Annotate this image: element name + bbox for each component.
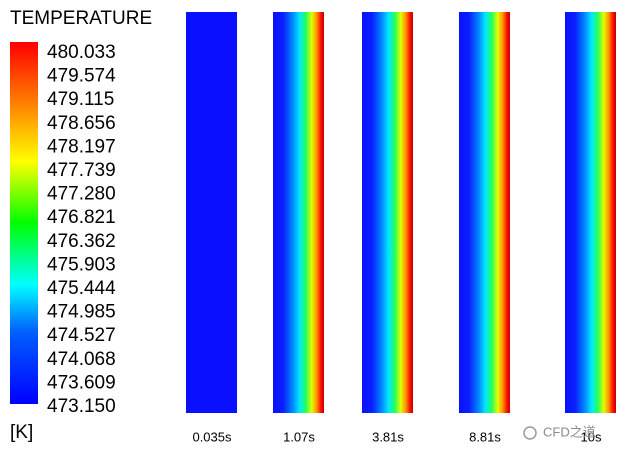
legend-label: 474.527: [47, 325, 116, 346]
contour-panel: [273, 12, 324, 413]
legend-label: 479.115: [47, 89, 114, 110]
watermark-icon: [523, 426, 537, 440]
legend-label: 480.033: [47, 42, 116, 63]
watermark: CFD之道: [543, 424, 596, 439]
legend-label: 476.362: [47, 231, 116, 252]
legend-label: 477.280: [47, 184, 116, 205]
legend-label: 478.197: [47, 136, 116, 157]
contour-panel: [186, 12, 237, 413]
legend-label: 475.444: [47, 278, 116, 299]
legend-title: TEMPERATURE: [10, 8, 152, 29]
legend-label: 475.903: [47, 254, 116, 275]
time-label: 10s: [581, 429, 602, 444]
time-label: 3.81s: [372, 429, 404, 444]
time-label: 1.07s: [283, 429, 315, 444]
legend-label: 479.574: [47, 66, 116, 87]
legend-label: 476.821: [47, 207, 116, 228]
contour-panels: 0.035s 1.07s 3.81s 8.81s 10s: [186, 12, 616, 444]
watermark-group: CFD之道: [523, 424, 596, 440]
legend-unit: [K]: [10, 422, 33, 443]
color-bar: [10, 42, 38, 404]
legend-label: 473.150: [47, 396, 116, 417]
contour-panel: [565, 12, 616, 413]
legend-label: 473.609: [47, 372, 116, 393]
legend-label: 474.068: [47, 349, 116, 370]
legend-label: 477.739: [47, 160, 116, 181]
legend-label: 474.985: [47, 302, 116, 323]
contour-panel: [362, 12, 413, 413]
legend-label: 478.656: [47, 113, 116, 134]
time-label: 0.035s: [192, 429, 232, 444]
contour-panel: [459, 12, 510, 413]
time-label: 8.81s: [469, 429, 501, 444]
